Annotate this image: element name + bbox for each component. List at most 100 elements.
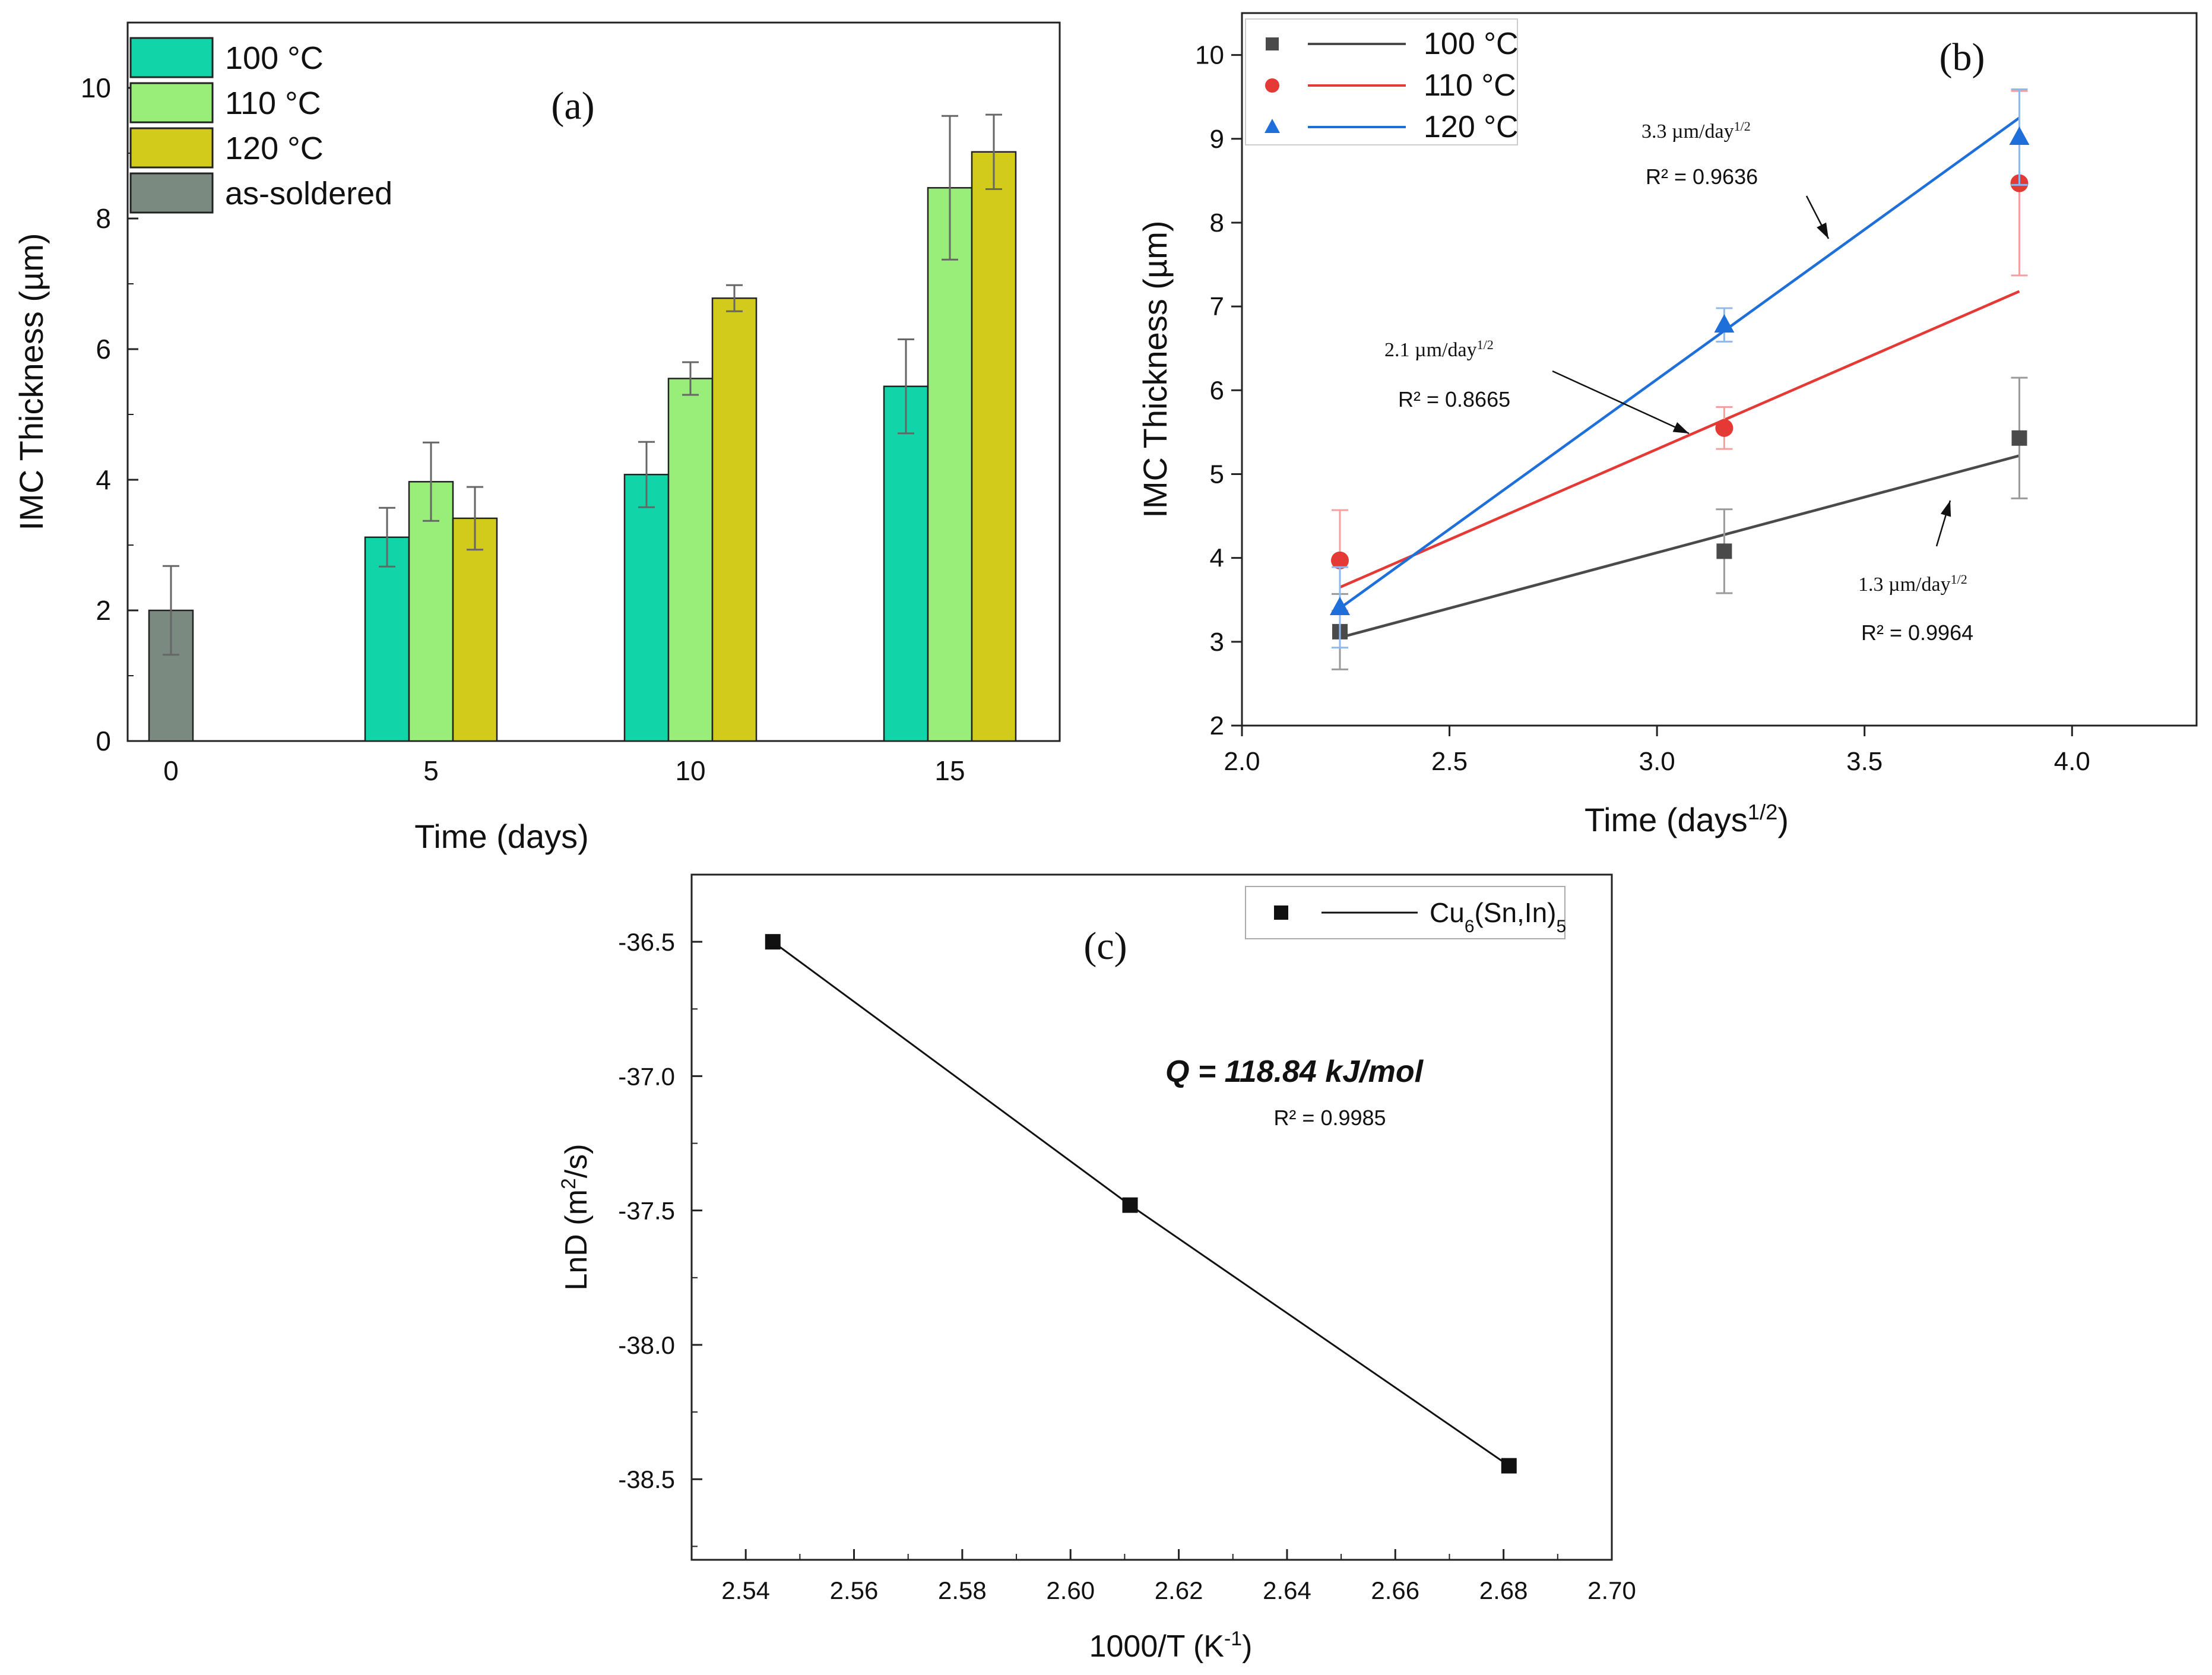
y-tick-label-b-5: 7 — [1210, 292, 1224, 321]
y-tick-label-a-4: 8 — [96, 203, 111, 234]
legend-label-c-part-2: (Sn,In) — [1474, 897, 1556, 928]
legend-label-c-part-0: Cu — [1430, 897, 1465, 928]
r2-label-b-0: R² = 0.9964 — [1861, 620, 1973, 645]
marker-b-s1-p1 — [1715, 419, 1734, 437]
legend-marker-c — [1274, 905, 1288, 920]
y-tick-label-b-8: 10 — [1195, 41, 1224, 70]
legend-label-c-part-1: 6 — [1465, 917, 1475, 936]
bar-a-s1-c2 — [667, 378, 714, 742]
x-axis-label-c-part-1: -1 — [1224, 1627, 1242, 1650]
slope-label-b-2: 3.3 µm/day1/2 — [1641, 119, 1751, 143]
x-axis-label-c: 1000/T (K-1) — [1089, 1627, 1253, 1664]
r2-label-b-1: R² = 0.8665 — [1398, 387, 1510, 411]
legend-marker-b-1 — [1265, 78, 1279, 93]
x-axis-label-b-part-0: Time (days — [1584, 801, 1748, 838]
chart-b: 2 3 4 5 6 7 8 9 10 2.0 2.5 3.0 3.5 4.0 100 °C 110 °C 120… — [1136, 12, 2198, 839]
y-axis-label-c: LnD (m2/s) — [557, 1144, 594, 1290]
x-tick-label-b-4: 4.0 — [2054, 747, 2090, 776]
legend-swatch-a-3 — [129, 172, 214, 214]
y-tick-label-b-1: 3 — [1210, 628, 1224, 657]
marker-b-s1-p0 — [1330, 551, 1349, 569]
x-tick-label-b-2: 3.0 — [1639, 747, 1675, 776]
bar-a-s2-c2 — [711, 297, 758, 742]
legend-label-a-3: as-soldered — [225, 176, 392, 211]
legend-swatch-a-2 — [129, 127, 214, 169]
legend-box-b — [1245, 18, 1518, 145]
fit-line-b-2 — [1339, 116, 2020, 610]
slope-label-b-0-part-1: 1/2 — [1951, 572, 1967, 587]
x-axis-label-a: Time (days) — [414, 818, 589, 855]
x-axis-label-c-part-2: ) — [1242, 1629, 1252, 1664]
chart-a: 0 2 4 6 8 10 0 5 10 15 100 °C 110 °C 120 °C as-solder… — [12, 21, 1061, 855]
annotation-arrow-b-1-head — [1672, 422, 1689, 433]
bar-a-s2-c3 — [971, 151, 1017, 742]
y-tick-label-b-2: 4 — [1210, 544, 1224, 573]
x-tick-label-b-0: 2.0 — [1224, 747, 1260, 776]
marker-c-2 — [1501, 1458, 1517, 1474]
marker-b-s0-p1 — [1716, 543, 1732, 559]
bar-a-s0-c3 — [883, 385, 929, 742]
annotation-arrow-b-1-shaft — [1552, 370, 1690, 435]
x-tick-label-a-3: 15 — [934, 755, 965, 786]
slope-label-b-1: 2.1 µm/day1/2 — [1384, 337, 1494, 362]
bar-a-s0-c2 — [623, 473, 670, 742]
annotation-arrow-b-2-head — [1940, 501, 1951, 517]
x-axis-label-b: Time (days1/2) — [1584, 800, 1789, 839]
x-axis-label-b-part-2: ) — [1777, 801, 1789, 838]
slope-label-b-2-part-0: 3.3 µm/day — [1641, 121, 1734, 143]
x-tick-label-b-1: 2.5 — [1431, 747, 1468, 776]
slope-label-b-0: 1.3 µm/day1/2 — [1858, 572, 1967, 596]
x-tick-label-a-1: 5 — [423, 755, 439, 786]
y-tick-label-c-0: -36.5 — [618, 928, 675, 956]
marker-c-0 — [765, 934, 781, 950]
legend-label-a-0: 100 °C — [225, 40, 324, 76]
x-tick-label-c-3: 2.60 — [1046, 1576, 1095, 1604]
y-tick-label-b-4: 6 — [1210, 376, 1224, 405]
slope-label-b-2-part-1: 1/2 — [1734, 119, 1751, 134]
x-tick-label-c-7: 2.68 — [1479, 1576, 1528, 1604]
legend-marker-b-2 — [1265, 119, 1280, 133]
plot-frame-a — [126, 21, 1061, 742]
y-tick-label-b-7: 9 — [1210, 125, 1224, 154]
y-tick-label-c-2: -37.5 — [618, 1197, 675, 1225]
y-axis-label-c-part-1: 2 — [557, 1178, 580, 1189]
x-tick-label-c-5: 2.64 — [1263, 1576, 1311, 1604]
y-axis-label-c-part-0: LnD (m — [559, 1189, 594, 1290]
y-tick-label-c-1: -37.0 — [618, 1062, 675, 1090]
chart-c: -36.5 -37.0 -37.5 -38.0 -38.5 2.54 2.56 2.58 2.6… — [557, 873, 1636, 1664]
y-tick-label-a-1: 2 — [96, 595, 111, 626]
annotation-arrow-b-0-head — [1817, 222, 1828, 239]
x-tick-label-c-1: 2.56 — [830, 1576, 879, 1604]
y-tick-label-a-2: 4 — [96, 464, 111, 495]
annotation-r2-c: R² = 0.9985 — [1273, 1106, 1386, 1130]
slope-label-b-1-part-0: 2.1 µm/day — [1384, 339, 1477, 361]
legend-label-c: Cu6(Sn,In)5 — [1430, 897, 1566, 936]
y-tick-label-b-0: 2 — [1210, 711, 1224, 740]
x-tick-label-c-2: 2.58 — [938, 1576, 987, 1604]
legend-box-c — [1245, 886, 1565, 939]
x-tick-label-a-0: 0 — [163, 755, 179, 786]
fit-line-b-1 — [1339, 290, 2020, 589]
y-tick-label-a-3: 6 — [96, 334, 111, 365]
legend-label-a-1: 110 °C — [225, 86, 321, 121]
x-tick-label-c-0: 2.54 — [721, 1576, 770, 1604]
annotation-q-c: Q = 118.84 kJ/mol — [1165, 1055, 1424, 1089]
slope-label-b-1-part-1: 1/2 — [1477, 337, 1494, 352]
panel-label-a: (a) — [551, 84, 594, 128]
x-tick-label-c-6: 2.66 — [1371, 1576, 1419, 1604]
legend-label-a-2: 120 °C — [225, 131, 324, 166]
y-axis-label-c-part-2: /s) — [559, 1144, 594, 1178]
panel-label-b: (b) — [1940, 36, 1985, 79]
y-tick-label-b-6: 8 — [1210, 208, 1224, 238]
y-tick-label-c-3: -38.0 — [618, 1331, 675, 1359]
legend-label-b-2: 120 °C — [1424, 110, 1519, 144]
fit-line-b-0 — [1339, 454, 2020, 639]
x-tick-label-c-4: 2.62 — [1155, 1576, 1203, 1604]
slope-label-b-0-part-0: 1.3 µm/day — [1858, 574, 1951, 596]
legend-label-c-part-3: 5 — [1556, 917, 1566, 936]
marker-b-s2-p2 — [2009, 126, 2030, 145]
legend-label-b-0: 100 °C — [1424, 27, 1519, 61]
x-tick-label-a-2: 10 — [675, 755, 705, 786]
x-tick-label-b-3: 3.5 — [1846, 747, 1883, 776]
